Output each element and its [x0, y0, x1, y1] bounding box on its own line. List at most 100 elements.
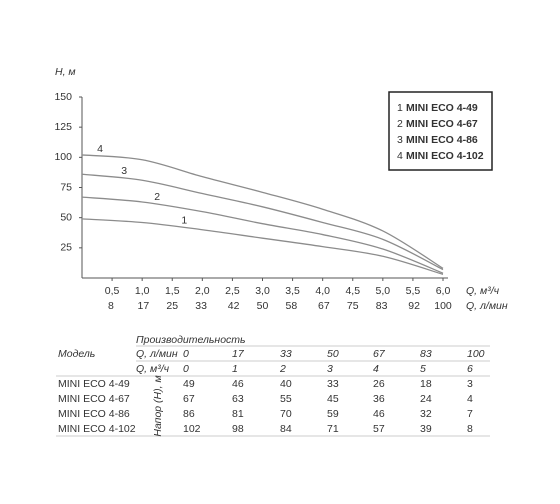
x2-tick-label: 25 [166, 300, 178, 312]
head-value: 59 [327, 408, 339, 420]
head-value: 3 [467, 378, 473, 390]
x2-axis-title: Q, л/мин [466, 300, 508, 312]
legend-number: 4 [397, 150, 403, 162]
x-axis-title: Q, м³/ч [466, 285, 500, 297]
x-tick-label: 3,0 [255, 285, 270, 297]
x2-tick-label: 42 [228, 300, 240, 312]
head-value: 71 [327, 423, 339, 435]
head-value: 98 [232, 423, 244, 435]
head-value: 57 [373, 423, 385, 435]
head-value: 46 [373, 408, 385, 420]
flow-header: Q, л/мин [136, 348, 178, 360]
x2-tick-label: 100 [434, 300, 452, 312]
head-value: 4 [467, 393, 473, 405]
model-header: Модель [58, 348, 95, 360]
curve-label: 3 [121, 165, 127, 177]
flow-value: 67 [373, 348, 386, 360]
y-tick-label: 150 [54, 91, 72, 103]
legend-number: 3 [397, 134, 403, 146]
legend-label: MINI ECO 4-102 [406, 150, 484, 162]
series-line [81, 173, 444, 271]
flow-value: 1 [232, 363, 238, 375]
legend-number: 2 [397, 118, 403, 130]
head-value: 102 [183, 423, 201, 435]
head-value: 45 [327, 393, 339, 405]
curve-label: 2 [154, 191, 160, 203]
legend-label: MINI ECO 4-49 [406, 102, 478, 114]
legend-number: 1 [397, 102, 403, 114]
series-line [81, 154, 444, 269]
model-name: MINI ECO 4-49 [58, 378, 130, 390]
head-value: 32 [420, 408, 432, 420]
y-tick-label: 25 [60, 242, 72, 254]
x2-tick-label: 67 [318, 300, 330, 312]
model-name: MINI ECO 4-67 [58, 393, 130, 405]
head-value: 67 [183, 393, 195, 405]
series-line [81, 218, 444, 276]
x-tick-label: 4,5 [345, 285, 360, 297]
head-value: 8 [467, 423, 473, 435]
head-value: 81 [232, 408, 244, 420]
x2-tick-label: 58 [286, 300, 298, 312]
legend-label: MINI ECO 4-86 [406, 134, 478, 146]
flow-header: Q, м³/ч [136, 363, 170, 375]
group-header: Производительность [136, 334, 246, 346]
flow-value: 100 [467, 348, 485, 360]
x-tick-label: 0,5 [105, 285, 120, 297]
y-tick-label: 100 [54, 151, 72, 163]
legend-box [388, 91, 493, 171]
flow-value: 50 [327, 348, 339, 360]
x2-tick-label: 92 [408, 300, 420, 312]
y-axis-title: H, м [55, 66, 76, 78]
head-value: 33 [327, 378, 339, 390]
x2-tick-label: 75 [347, 300, 359, 312]
head-label: Напор (Н), м [152, 375, 164, 436]
head-value: 18 [420, 378, 432, 390]
head-value: 40 [280, 378, 292, 390]
flow-value: 17 [232, 348, 245, 360]
x2-tick-label: 50 [257, 300, 269, 312]
y-tick-label: 125 [54, 121, 72, 133]
series-line [81, 196, 444, 274]
x-tick-label: 1,5 [165, 285, 180, 297]
x2-tick-label: 33 [195, 300, 207, 312]
x-tick-label: 2,5 [225, 285, 240, 297]
head-value: 55 [280, 393, 292, 405]
flow-value: 4 [373, 363, 379, 375]
x-tick-label: 5,5 [406, 285, 421, 297]
x2-tick-label: 8 [108, 300, 114, 312]
head-value: 63 [232, 393, 244, 405]
head-value: 46 [232, 378, 244, 390]
head-value: 7 [467, 408, 473, 420]
flow-value: 83 [420, 348, 432, 360]
y-tick-label: 75 [60, 181, 72, 193]
x-tick-label: 4,0 [315, 285, 330, 297]
flow-value: 6 [467, 363, 473, 375]
x-tick-label: 6,0 [436, 285, 451, 297]
y-tick-label: 50 [60, 211, 72, 223]
x-tick-label: 2,0 [195, 285, 210, 297]
flow-value: 2 [279, 363, 286, 375]
head-value: 49 [183, 378, 195, 390]
flow-value: 0 [183, 363, 189, 375]
x-tick-label: 3,5 [285, 285, 300, 297]
legend-label: MINI ECO 4-67 [406, 118, 478, 130]
flow-value: 33 [280, 348, 292, 360]
head-value: 24 [420, 393, 432, 405]
head-value: 39 [420, 423, 432, 435]
head-value: 26 [373, 378, 385, 390]
curve-label: 1 [181, 214, 187, 226]
head-value: 84 [280, 423, 292, 435]
head-value: 36 [373, 393, 385, 405]
x-tick-label: 5,0 [376, 285, 391, 297]
curve-label: 4 [97, 143, 103, 155]
x2-tick-label: 17 [138, 300, 150, 312]
flow-value: 3 [327, 363, 333, 375]
head-value: 70 [280, 408, 292, 420]
x-tick-label: 1,0 [135, 285, 150, 297]
flow-value: 0 [183, 348, 189, 360]
x2-tick-label: 83 [376, 300, 388, 312]
model-name: MINI ECO 4-102 [58, 423, 136, 435]
